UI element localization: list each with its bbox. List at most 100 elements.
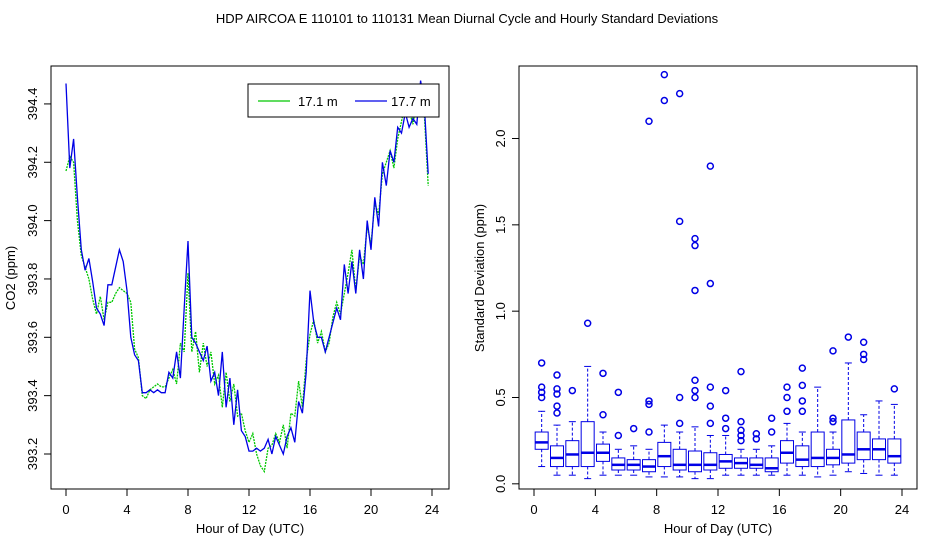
left-ylabel: CO2 (ppm) (3, 246, 18, 310)
outlier-point (553, 371, 561, 379)
right-xtick-label: 24 (895, 502, 909, 517)
left-ytick-label: 394.0 (25, 204, 40, 237)
box-hour-22.5 (872, 400, 886, 476)
iqr-box (688, 450, 702, 473)
left-xtick-label: 4 (123, 502, 130, 517)
series-line-17-7-m (65, 80, 429, 457)
outlier-point (706, 402, 715, 410)
right-ytick-label: 0.5 (493, 388, 508, 406)
outlier-point (675, 89, 684, 98)
iqr-box (795, 445, 810, 468)
outlier-point (706, 162, 715, 170)
box-hour-19.5 (826, 347, 840, 476)
outlier-point (859, 355, 868, 364)
right-xtick-label: 4 (592, 502, 599, 517)
box-plot-frame (518, 65, 918, 490)
outlier-point (675, 393, 684, 402)
outlier-point (890, 385, 899, 393)
right-ytick-label: 1.5 (493, 216, 508, 234)
outlier-point (737, 417, 745, 426)
outlier-point (706, 419, 715, 428)
outlier-point (798, 364, 807, 372)
legend-label-17-7m: 17.7 m (391, 94, 431, 109)
outlier-point (844, 333, 853, 341)
left-ytick-label: 393.8 (25, 263, 40, 296)
box-hour-7.5 (642, 117, 656, 478)
box-hour-4.5 (596, 369, 610, 476)
outlier-point (737, 436, 745, 445)
outlier-point (737, 426, 745, 435)
outlier-point (614, 388, 623, 397)
outlier-point (537, 393, 546, 402)
left-xtick-label: 12 (242, 502, 256, 517)
outlier-point (675, 217, 684, 226)
left-xtick-label: 16 (303, 502, 317, 517)
box-hour-5.5 (611, 388, 626, 476)
outlier-point (645, 397, 653, 405)
left-ytick-label: 393.4 (25, 379, 40, 412)
outlier-point (553, 390, 561, 398)
iqr-box (887, 438, 902, 464)
outlier-point (767, 414, 776, 422)
outlier-point (859, 338, 868, 346)
outlier-point (798, 381, 807, 390)
iqr-box (810, 431, 825, 468)
outlier-point (553, 385, 561, 393)
outlier-point (691, 234, 699, 243)
outlier-point (660, 70, 669, 79)
box-hour-13.5 (734, 367, 748, 476)
left-xtick-label: 8 (184, 502, 191, 517)
outlier-point (537, 388, 546, 397)
box-hour-10.5 (688, 234, 702, 480)
outlier-point (752, 430, 761, 438)
box-hour-17.5 (795, 364, 810, 476)
outlier-point (599, 369, 607, 378)
outlier-point (537, 359, 546, 367)
outlier-point (829, 417, 837, 426)
outlier-point (645, 117, 653, 125)
outlier-point (583, 319, 592, 328)
figure-title: HDP AIRCOA E 110101 to 110131 Mean Diurn… (216, 11, 719, 26)
box-hour-21.5 (856, 338, 871, 474)
right-ytick-label: 2.0 (493, 129, 508, 147)
right-xtick-label: 8 (653, 502, 660, 517)
right-ytick-label: 1.0 (493, 302, 508, 320)
outlier-point (783, 383, 791, 391)
outlier-point (553, 409, 561, 417)
iqr-box (580, 421, 595, 468)
left-xlabel: Hour of Day (UTC) (196, 521, 304, 536)
outlier-point (706, 279, 715, 288)
box-hour-0.5 (534, 359, 549, 468)
line-chart-panel: 0 4 8 12 16 20 24 393.2 393.4 393.6 393.8 394.0 394.… (3, 65, 450, 536)
left-ytick-label: 394.4 (25, 88, 40, 121)
box-chart-panel: 0 4 8 12 16 20 24 0.0 0.5 1.0 1.5 2.0 Hour of Day (… (472, 65, 918, 536)
box-hour-3.5 (580, 319, 595, 480)
left-xtick-label: 20 (364, 502, 378, 517)
outlier-point (798, 407, 807, 416)
iqr-box (841, 419, 856, 464)
outlier-point (691, 241, 699, 250)
outlier-point (737, 367, 745, 376)
box-hour-1.5 (550, 371, 564, 476)
outlier-point (829, 347, 837, 355)
left-ytick-label: 393.6 (25, 321, 40, 354)
box-hour-11.5 (703, 162, 718, 480)
left-xtick-label: 0 (62, 502, 69, 517)
iqr-box (550, 445, 564, 468)
iqr-box (764, 457, 779, 473)
left-ytick-label: 394.2 (25, 146, 40, 179)
outlier-point (721, 424, 730, 433)
box-hour-23.5 (887, 385, 902, 476)
box-hour-20.5 (841, 333, 856, 473)
outlier-point (783, 393, 791, 402)
box-hour-16.5 (780, 383, 794, 476)
legend: 17.1 m 17.7 m (247, 83, 440, 118)
iqr-box (856, 431, 871, 461)
outlier-point (645, 428, 653, 436)
series-line-17-1-m (65, 99, 429, 474)
legend-label-17-1m: 17.1 m (298, 94, 338, 109)
box-hour-15.5 (764, 414, 779, 476)
outlier-point (691, 376, 699, 384)
outlier-point (798, 397, 807, 405)
right-ylabel: Standard Deviation (ppm) (472, 204, 487, 352)
